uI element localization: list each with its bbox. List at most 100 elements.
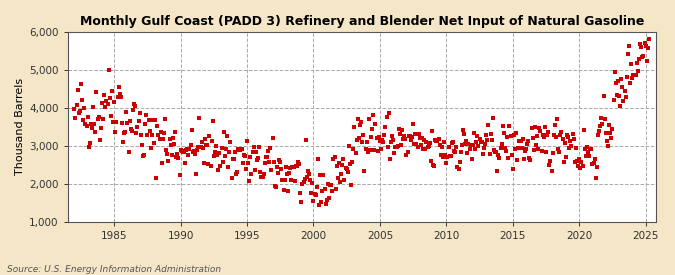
Point xyxy=(162,152,173,157)
Point xyxy=(259,161,270,166)
Point xyxy=(232,170,242,174)
Point xyxy=(173,155,184,160)
Point xyxy=(230,150,240,155)
Point xyxy=(299,177,310,182)
Point xyxy=(110,130,121,135)
Point xyxy=(477,140,487,145)
Point xyxy=(234,148,245,152)
Point xyxy=(513,146,524,150)
Point xyxy=(369,147,380,152)
Point xyxy=(622,52,633,56)
Point xyxy=(235,148,246,152)
Point xyxy=(389,150,400,155)
Point xyxy=(579,147,590,151)
Point xyxy=(486,138,497,142)
Point xyxy=(240,154,250,158)
Point xyxy=(226,175,237,180)
Point xyxy=(625,81,636,86)
Point xyxy=(238,152,249,157)
Point xyxy=(607,127,618,131)
Point xyxy=(217,160,228,164)
Point xyxy=(105,96,115,100)
Point xyxy=(252,158,263,162)
Point xyxy=(437,155,448,159)
Point xyxy=(165,143,176,147)
Point xyxy=(473,144,484,148)
Point xyxy=(435,153,446,157)
Point xyxy=(388,138,399,142)
Point xyxy=(163,159,174,163)
Point xyxy=(431,139,441,143)
Point xyxy=(615,104,626,108)
Point xyxy=(456,150,466,154)
Point xyxy=(511,130,522,135)
Point xyxy=(425,141,435,145)
Point xyxy=(304,172,315,177)
Point xyxy=(245,155,256,160)
Point xyxy=(250,149,261,154)
Point xyxy=(74,111,84,115)
Point xyxy=(193,144,204,149)
Point xyxy=(216,146,227,150)
Point xyxy=(413,132,424,136)
Point xyxy=(121,109,132,114)
Point xyxy=(516,146,527,150)
Point xyxy=(176,148,186,152)
Title: Monthly Gulf Coast (PADD 3) Refinery and Blender Net Input of Natural Gasoline: Monthly Gulf Coast (PADD 3) Refinery and… xyxy=(80,15,644,28)
Point xyxy=(82,114,93,119)
Point xyxy=(200,137,211,141)
Point xyxy=(510,147,520,152)
Point xyxy=(342,167,352,172)
Point xyxy=(629,73,640,77)
Point xyxy=(551,135,562,140)
Point xyxy=(605,130,616,135)
Point xyxy=(630,73,641,78)
Point xyxy=(333,161,344,165)
Point xyxy=(148,141,159,145)
Point xyxy=(433,137,444,141)
Point xyxy=(475,139,486,144)
Point xyxy=(506,153,517,157)
Point xyxy=(219,154,230,158)
Point xyxy=(124,119,135,123)
Point xyxy=(101,98,112,103)
Point xyxy=(580,154,591,158)
Point xyxy=(290,164,301,168)
Point xyxy=(249,168,260,172)
Point xyxy=(358,133,369,137)
Point xyxy=(574,157,585,161)
Point xyxy=(264,160,275,164)
Point xyxy=(460,141,470,146)
Point xyxy=(567,132,578,136)
Point xyxy=(77,98,88,103)
Point xyxy=(461,139,472,144)
Point xyxy=(191,172,202,176)
Point xyxy=(269,184,280,188)
Point xyxy=(517,137,528,141)
Point xyxy=(134,111,145,115)
Point xyxy=(598,94,609,99)
Point xyxy=(618,99,629,104)
Point xyxy=(377,138,387,142)
Point xyxy=(318,173,329,177)
Point xyxy=(379,133,389,137)
Point xyxy=(640,44,651,49)
Point xyxy=(236,147,247,152)
Point xyxy=(422,145,433,149)
Point xyxy=(335,172,346,176)
Point xyxy=(93,115,104,119)
Point xyxy=(262,155,273,159)
Point xyxy=(597,121,608,126)
Point xyxy=(117,140,128,144)
Point xyxy=(211,144,221,148)
Point xyxy=(164,136,175,141)
Point xyxy=(468,131,479,136)
Point xyxy=(373,149,383,153)
Point xyxy=(294,162,304,167)
Point xyxy=(159,131,169,135)
Point xyxy=(108,120,119,124)
Point xyxy=(352,117,363,121)
Point xyxy=(543,130,554,134)
Point xyxy=(394,127,404,131)
Point xyxy=(279,178,290,182)
